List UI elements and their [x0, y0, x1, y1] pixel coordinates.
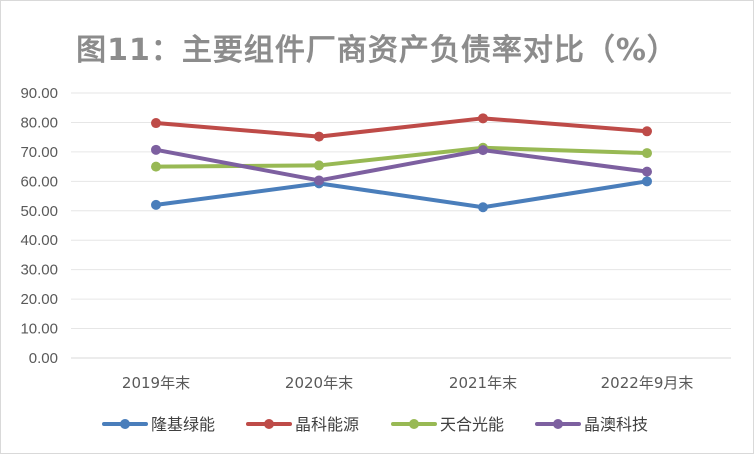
data-point: [642, 126, 652, 137]
x-axis-ticks: 2019年末 2020年末 2021年末 2022年9月末: [122, 374, 693, 392]
chart-title: 图11：主要组件厂商资产负债率对比（%）: [76, 33, 678, 68]
series-3: [151, 142, 652, 172]
data-point: [478, 113, 488, 124]
legend-label: 晶科能源: [295, 415, 359, 434]
legend-swatch-marker: [264, 419, 274, 429]
y-tick-label: 60.00: [20, 173, 58, 190]
legend-swatch-marker: [553, 419, 563, 429]
data-point: [314, 131, 324, 142]
data-point: [151, 161, 161, 172]
y-tick-label: 70.00: [20, 144, 58, 161]
data-point: [642, 148, 652, 159]
x-tick-label: 2020年末: [285, 374, 353, 392]
legend-swatch-marker: [120, 419, 130, 429]
data-point: [151, 144, 161, 155]
gridlines: [71, 92, 731, 359]
y-tick-label: 80.00: [20, 114, 58, 131]
series-lines: [151, 113, 652, 213]
data-point: [151, 199, 161, 210]
x-tick-label: 2021年末: [449, 374, 517, 392]
y-tick-label: 40.00: [20, 232, 58, 249]
series-2: [151, 113, 652, 142]
data-point: [478, 202, 488, 213]
data-point: [151, 118, 161, 129]
legend-swatch-marker: [409, 419, 419, 429]
data-point: [314, 160, 324, 171]
x-tick-label: 2022年9月末: [601, 374, 694, 392]
x-tick-label: 2019年末: [122, 374, 190, 392]
legend-entry: 天合光能: [391, 415, 504, 434]
legend-entry: 隆基绿能: [102, 415, 215, 434]
legend-label: 天合光能: [440, 415, 504, 434]
data-point: [642, 176, 652, 187]
legend: 隆基绿能 晶科能源 天合光能 晶澳科技: [102, 415, 648, 434]
series-4: [151, 144, 652, 186]
y-tick-label: 10.00: [20, 321, 58, 338]
series-line: [154, 116, 649, 139]
y-tick-label: 50.00: [20, 203, 58, 220]
legend-entry: 晶澳科技: [535, 415, 648, 434]
y-tick-label: 0.00: [29, 350, 58, 367]
data-point: [642, 166, 652, 177]
series-line: [154, 147, 649, 183]
y-tick-label: 90.00: [20, 85, 58, 102]
y-tick-label: 20.00: [20, 291, 58, 308]
legend-label: 隆基绿能: [151, 415, 215, 434]
data-point: [478, 145, 488, 156]
y-axis-ticks: 0.00 10.00 20.00 30.00 40.00 50.00 60.00 70.00 8…: [20, 85, 58, 367]
data-point: [314, 175, 324, 186]
series-line: [154, 179, 649, 210]
legend-entry: 晶科能源: [246, 415, 359, 434]
y-tick-label: 30.00: [20, 262, 58, 279]
legend-label: 晶澳科技: [584, 415, 648, 434]
